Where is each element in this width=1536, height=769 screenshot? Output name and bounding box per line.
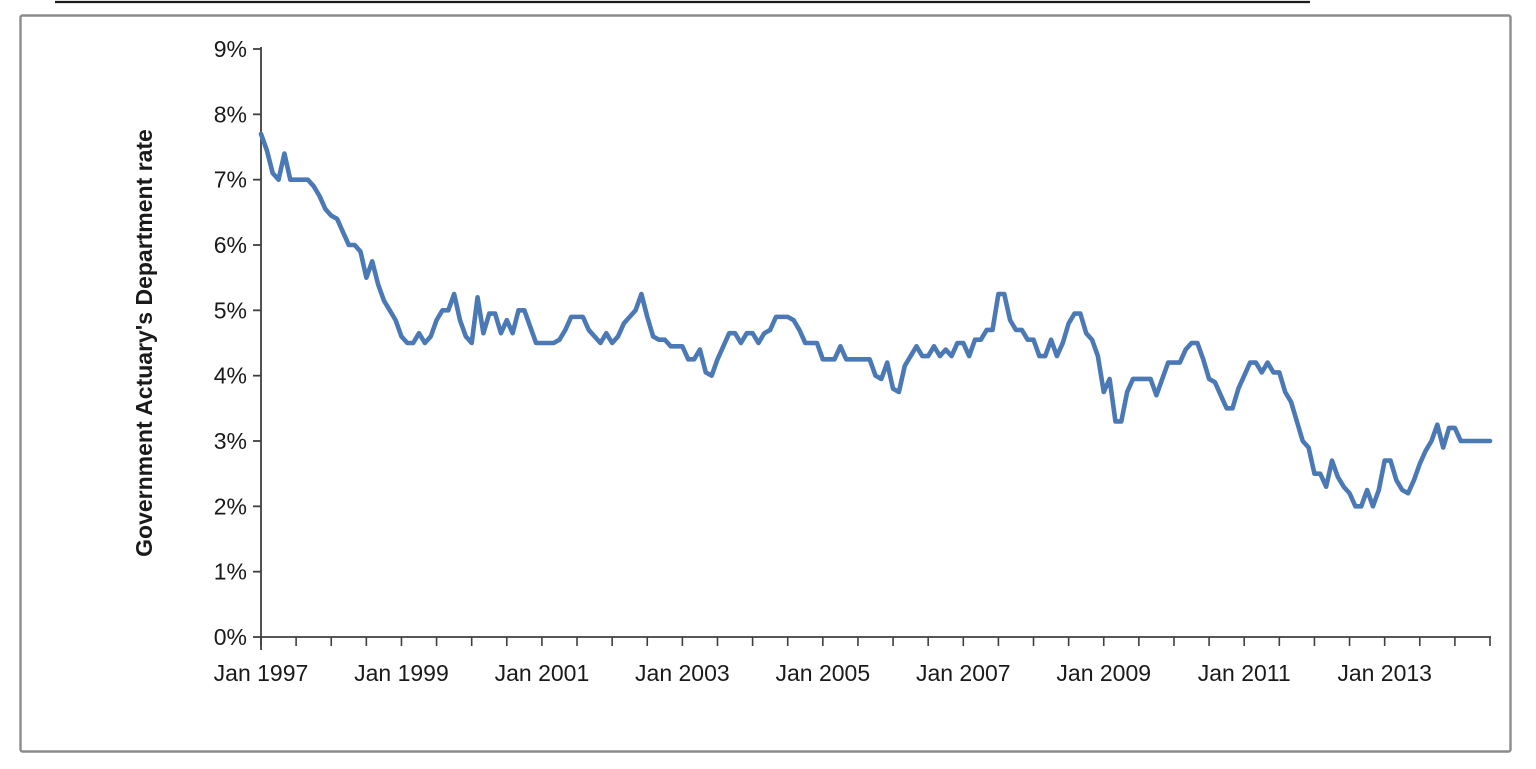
x-tick-label: Jan 1997 [214,660,309,686]
y-tick-label: 7% [214,167,247,193]
x-tick-label: Jan 2011 [1198,660,1291,686]
x-tick-label: Jan 2013 [1337,660,1432,686]
y-tick-label: 3% [214,428,247,454]
gad-rate-line [258,131,1493,509]
x-tick-label: Jan 2009 [1056,660,1151,686]
y-tick-label: 6% [214,232,247,258]
x-tick-label: Jan 2003 [635,660,730,686]
y-tick-label: 2% [214,493,247,519]
y-tick-label: 9% [214,36,247,62]
x-tick-label: Jan 2007 [916,660,1011,686]
y-axis-title: Government Actuary's Department rate [131,129,157,557]
x-tick-label: Jan 2005 [776,660,871,686]
y-tick-label: 4% [214,363,247,389]
y-tick-label: 8% [214,101,247,127]
chart-frame [19,14,1512,753]
y-tick-label: 5% [214,297,247,323]
x-tick-label: Jan 1999 [354,660,449,686]
x-tick-label: Jan 2001 [495,660,590,686]
series [258,131,1493,509]
y-tick-label: 0% [214,624,247,650]
axes: 0% 1% 2% 3% 4% 5% 6% 7% 8% 9% Jan 1997 Jan 1999 Jan … [214,36,1491,686]
y-tick-label: 1% [214,559,247,585]
